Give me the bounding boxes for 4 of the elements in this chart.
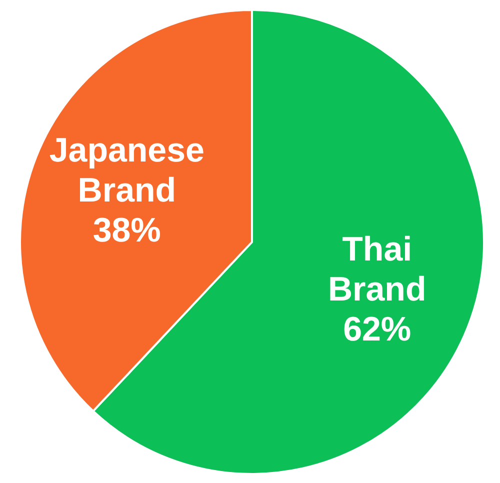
slice-label: Thai Brand xyxy=(328,230,426,309)
data-label: 62% xyxy=(343,310,412,349)
data-label: 38% xyxy=(92,211,161,250)
slice-label: Japanese Brand xyxy=(49,131,204,210)
